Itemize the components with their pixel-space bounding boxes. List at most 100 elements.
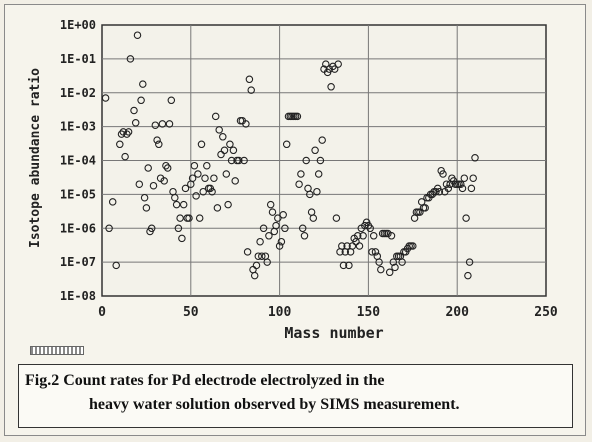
data-points <box>101 31 479 280</box>
y-tick-label: 1E-02 <box>60 86 96 100</box>
data-point <box>469 174 477 182</box>
data-point <box>282 140 291 149</box>
data-point <box>201 174 209 182</box>
data-point <box>124 128 133 136</box>
data-point <box>153 136 161 144</box>
data-point <box>316 156 325 165</box>
data-point <box>318 136 326 144</box>
data-point <box>101 94 110 102</box>
data-point <box>149 181 158 190</box>
data-point <box>247 86 255 94</box>
data-point <box>126 55 135 63</box>
data-point <box>167 96 176 105</box>
data-point <box>210 174 218 182</box>
data-point <box>457 180 465 188</box>
data-point <box>274 214 282 222</box>
data-point <box>151 121 160 129</box>
data-point <box>281 224 289 233</box>
data-point <box>389 258 398 266</box>
data-point <box>366 224 374 233</box>
data-point <box>160 177 168 185</box>
data-point <box>442 180 451 188</box>
data-point <box>439 170 447 178</box>
data-point <box>359 232 367 240</box>
data-point <box>188 174 197 182</box>
data-point <box>311 146 319 155</box>
data-point <box>242 120 250 128</box>
data-point <box>219 133 227 141</box>
y-tick-label: 1E-07 <box>60 255 96 269</box>
x-tick-labels: 0 50 100 150 200 250 <box>98 305 558 320</box>
data-point <box>385 268 394 277</box>
data-point <box>348 242 357 250</box>
data-point <box>215 126 223 134</box>
data-point <box>139 80 147 88</box>
x-tick-label: 150 <box>357 305 381 320</box>
data-point <box>199 187 207 196</box>
data-point <box>231 177 239 185</box>
data-point <box>458 184 467 193</box>
data-point <box>467 184 476 193</box>
data-point <box>338 242 346 250</box>
data-point <box>298 224 307 233</box>
data-point <box>203 161 211 170</box>
x-tick-label: 100 <box>268 305 292 320</box>
data-point <box>345 261 353 270</box>
data-point <box>195 214 204 222</box>
data-point <box>332 214 341 222</box>
data-point <box>172 200 181 209</box>
data-point <box>313 187 321 196</box>
data-point <box>181 184 190 193</box>
data-point <box>275 242 284 250</box>
y-tick-label: 1E-01 <box>60 52 96 66</box>
data-point <box>314 170 323 178</box>
data-point <box>211 112 220 121</box>
data-point <box>213 204 222 212</box>
data-point <box>147 224 156 233</box>
data-point <box>368 248 376 256</box>
data-point <box>327 83 335 91</box>
data-point <box>398 258 406 266</box>
caption-line-2: heavy water solution observed by SIMS me… <box>89 396 460 413</box>
data-point <box>409 242 417 250</box>
data-point <box>444 184 453 193</box>
data-point <box>464 271 472 280</box>
data-point <box>224 200 232 209</box>
data-point <box>130 106 138 115</box>
data-point <box>131 119 140 127</box>
data-point <box>137 96 145 105</box>
data-point <box>142 204 151 212</box>
data-point <box>460 174 469 182</box>
y-tick-label: 1E-08 <box>60 289 96 303</box>
chart: 0 50 100 150 200 250 1E-081E-071E-061E-051E-0… <box>28 18 558 342</box>
x-tick-label: 50 <box>183 305 199 320</box>
data-point <box>174 224 183 233</box>
data-point <box>343 242 351 250</box>
data-point <box>235 156 243 165</box>
scale-bar-stamp <box>30 346 84 355</box>
data-point <box>254 252 263 260</box>
y-tick-label: 1E-03 <box>60 120 96 134</box>
data-point <box>105 224 113 233</box>
data-point <box>163 164 172 172</box>
data-point <box>462 214 470 222</box>
data-point <box>387 232 396 240</box>
data-point <box>165 120 174 128</box>
y-tick-label: 1E-06 <box>60 221 96 235</box>
data-point <box>229 146 238 155</box>
data-point <box>256 237 264 246</box>
data-point <box>108 198 117 206</box>
y-tick-label: 1E-05 <box>60 187 96 201</box>
data-point <box>371 248 380 256</box>
x-tick-label: 0 <box>98 305 106 320</box>
data-point <box>435 187 444 196</box>
data-point <box>240 156 248 165</box>
data-point <box>179 200 188 209</box>
data-point <box>208 187 216 196</box>
data-point <box>185 214 193 222</box>
data-point <box>144 164 152 172</box>
data-point <box>258 252 266 260</box>
data-point <box>297 170 305 178</box>
data-point <box>222 170 231 178</box>
y-axis-label: Isotope abundance ratio <box>28 68 43 248</box>
